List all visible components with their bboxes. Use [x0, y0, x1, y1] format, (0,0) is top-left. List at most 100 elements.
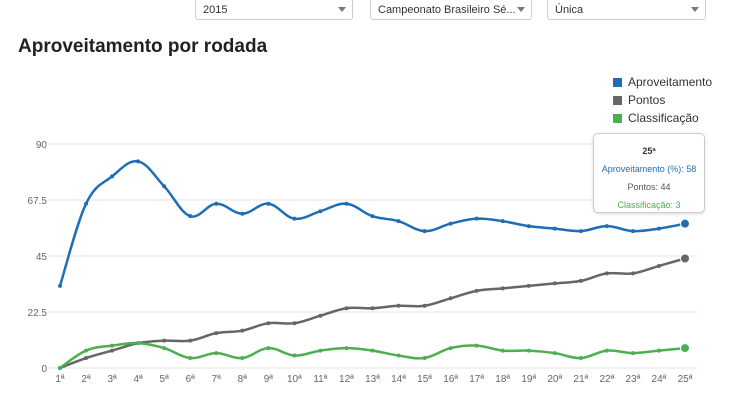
data-point: [58, 283, 62, 288]
data-point: [526, 348, 531, 353]
data-point: [552, 281, 557, 286]
phase-select[interactable]: Única: [547, 0, 706, 20]
data-point: [500, 286, 505, 291]
x-tick-label: 19ª: [521, 374, 536, 385]
y-tick-label: 22.5: [28, 308, 48, 319]
data-point: [448, 221, 453, 226]
data-point: [422, 229, 427, 234]
data-point: [396, 353, 401, 358]
data-point: [240, 328, 245, 333]
data-point: [448, 296, 453, 301]
x-tick-label: 1ª: [55, 374, 65, 385]
data-point: [136, 159, 141, 164]
x-tick-label: 25ª: [678, 374, 693, 385]
data-point: [656, 263, 661, 268]
chevron-down-icon: [517, 7, 525, 12]
x-tick-label: 7ª: [212, 374, 222, 385]
x-tick-label: 16ª: [443, 374, 458, 385]
chevron-down-icon: [338, 7, 346, 12]
data-point: [630, 351, 635, 356]
data-point: [474, 288, 479, 293]
data-point: [84, 348, 89, 353]
data-point: [370, 306, 375, 311]
data-point: [526, 224, 531, 229]
x-tick-label: 17ª: [469, 374, 484, 385]
data-point: [630, 229, 635, 234]
data-point: [318, 348, 323, 353]
data-point: [552, 226, 557, 231]
data-point: [344, 201, 349, 206]
data-point: [604, 271, 609, 276]
series-line-2: [59, 341, 686, 370]
x-tick-label: 11ª: [313, 374, 327, 385]
legend-item-pontos[interactable]: Pontos: [613, 91, 712, 109]
y-axis-ticks: 0 22.5 45 67.5 90: [28, 140, 48, 375]
data-point: [578, 229, 583, 234]
y-tick-label: 45: [36, 252, 48, 263]
data-point: [318, 313, 323, 318]
data-point: [188, 338, 193, 343]
legend-swatch: [613, 95, 622, 105]
data-point: [680, 253, 690, 264]
data-point: [656, 226, 661, 231]
data-point: [110, 174, 115, 179]
x-tick-label: 2ª: [81, 374, 91, 385]
competition-select-value: Campeonato Brasileiro Sé...: [378, 4, 516, 16]
data-point: [474, 216, 479, 221]
data-point: [422, 356, 427, 361]
data-point: [136, 341, 141, 346]
data-point: [214, 331, 219, 336]
data-point: [84, 356, 89, 361]
x-tick-label: 18ª: [495, 374, 510, 385]
data-point: [680, 218, 690, 229]
x-tick-label: 24ª: [652, 374, 667, 385]
season-select[interactable]: 2015: [195, 0, 353, 20]
data-point: [552, 351, 557, 356]
data-point: [58, 366, 62, 370]
x-tick-label: 9ª: [264, 374, 274, 385]
competition-select[interactable]: Campeonato Brasileiro Sé...: [370, 0, 532, 20]
x-tick-label: 23ª: [626, 374, 641, 385]
legend-label: Pontos: [628, 93, 666, 107]
x-tick-label: 22ª: [599, 374, 614, 385]
x-tick-label: 15ª: [417, 374, 432, 385]
data-point: [110, 348, 115, 353]
data-point: [214, 201, 219, 206]
tooltip-classificacao: Classificação: 3: [617, 200, 681, 210]
data-point: [188, 214, 193, 219]
legend-item-aproveitamento[interactable]: Aproveitamento: [613, 73, 712, 91]
x-tick-label: 12ª: [339, 374, 354, 385]
data-point: [266, 346, 271, 351]
data-point: [292, 216, 297, 221]
legend-item-classificacao[interactable]: Classificação: [613, 109, 712, 127]
series-line-0: [58, 159, 686, 287]
data-point: [370, 348, 375, 353]
x-tick-label: 20ª: [547, 374, 562, 385]
x-tick-label: 13ª: [365, 374, 380, 385]
y-tick-label: 67.5: [28, 196, 48, 207]
data-point: [396, 303, 401, 308]
chevron-down-icon: [691, 7, 699, 12]
data-point: [474, 343, 479, 348]
data-point: [448, 346, 453, 351]
y-tick-label: 90: [36, 140, 48, 151]
data-point: [578, 356, 583, 361]
chart-legend: Aproveitamento Pontos Classificação: [613, 73, 712, 127]
legend-swatch: [613, 77, 622, 87]
data-point: [344, 306, 349, 311]
data-point: [240, 356, 245, 361]
data-point: [526, 283, 531, 288]
data-point: [344, 346, 349, 351]
y-tick-label: 0: [41, 364, 47, 375]
x-tick-label: 21ª: [573, 374, 588, 385]
data-point: [162, 184, 167, 189]
legend-label: Aproveitamento: [628, 75, 713, 89]
data-point: [292, 353, 297, 358]
page-title: Aproveitamento por rodada: [18, 36, 268, 57]
x-axis-ticks: 1ª 2ª 3ª 4ª 5ª 6ª 7ª 8ª 9ª 10ª 11ª 12ª 13ª 14ª 15ª 16ª 1…: [55, 374, 692, 385]
series-lines: [58, 159, 686, 370]
data-point: [630, 271, 635, 276]
tooltip-aproveitamento: Aproveitamento (%): 58: [601, 164, 697, 174]
data-point: [396, 219, 401, 224]
data-point: [240, 211, 245, 216]
